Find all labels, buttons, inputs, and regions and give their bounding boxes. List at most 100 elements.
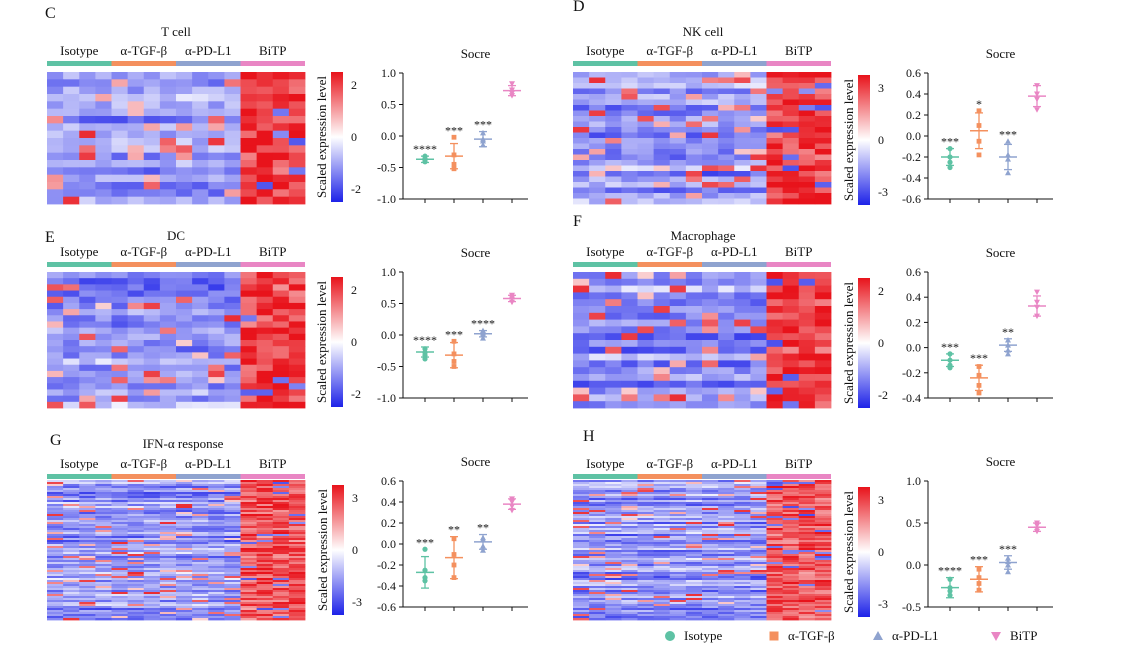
heatmap-cell [766, 514, 784, 517]
heatmap-cell [669, 610, 687, 613]
heatmap-cell [95, 496, 112, 499]
heatmap-cell [47, 138, 64, 146]
heatmap-cell [669, 528, 687, 531]
heatmap-cell [95, 492, 112, 495]
heatmap-cell [79, 574, 96, 577]
heatmap-cell [589, 326, 606, 334]
heatmap-cell [589, 72, 606, 78]
heatmap-cell [272, 309, 290, 316]
heatmap-cell [159, 608, 177, 611]
heatmap-cell [240, 290, 258, 298]
heatmap-cell [288, 364, 306, 372]
heatmap-cell [750, 592, 767, 595]
heatmap-cell [782, 524, 800, 527]
heatmap-cell [240, 383, 258, 390]
group-label: α-PD-L1 [711, 43, 758, 58]
heatmap-cell [653, 285, 671, 293]
heatmap-cell [111, 315, 129, 322]
heatmap-cell [621, 176, 638, 183]
heatmap-cell [95, 370, 112, 378]
heatmap-cell [573, 508, 590, 511]
heatmap-cell [653, 552, 671, 555]
heatmap-cell [766, 319, 784, 327]
heatmap-cell [669, 482, 687, 485]
legend-label: α-PD-L1 [892, 628, 939, 643]
heatmap-cell [208, 496, 225, 499]
heatmap-cell [637, 149, 655, 155]
heatmap-cell [272, 138, 290, 146]
heatmap-cell [240, 524, 258, 527]
heatmap-cell [734, 528, 751, 531]
heatmap-cell [224, 309, 241, 316]
heatmap-cell [159, 616, 177, 619]
score-point [947, 588, 953, 594]
heatmap-cell [798, 564, 816, 567]
heatmap-cell [766, 312, 784, 320]
heatmap-cell [782, 604, 800, 607]
heatmap-cell [734, 272, 751, 280]
group-label: α-TGF-β [120, 244, 167, 259]
heatmap-cell [750, 588, 767, 591]
heatmap-cell [621, 333, 638, 341]
heatmap-cell [159, 602, 177, 605]
heatmap-cell [798, 534, 816, 537]
heatmap-cell [605, 83, 622, 89]
heatmap-cell [653, 494, 671, 497]
heatmap-cell [814, 616, 832, 619]
heatmap-cell [589, 606, 606, 609]
score-point [947, 154, 953, 160]
heatmap-cell [621, 542, 638, 545]
heatmap-cell [782, 312, 800, 320]
heatmap-cell [750, 572, 767, 575]
heatmap-cell [79, 395, 96, 403]
heatmap-cell [798, 171, 816, 177]
heatmap-cell [750, 610, 767, 613]
heatmap-cell [589, 592, 606, 595]
heatmap-cell [621, 592, 638, 595]
heatmap-cell [288, 346, 306, 353]
heatmap-cell [653, 401, 671, 409]
heatmap-cell [176, 86, 193, 95]
heatmap-cell [272, 160, 290, 168]
heatmap-cell [272, 540, 290, 543]
heatmap-cell [621, 576, 638, 579]
heatmap-cell [159, 594, 177, 597]
heatmap-cell [766, 524, 784, 527]
heatmap-cell [702, 552, 719, 555]
heatmap-cell [605, 530, 622, 533]
heatmap-cell [208, 401, 225, 409]
heatmap-cell [95, 514, 112, 517]
heatmap-cell [208, 564, 225, 567]
heatmap-cell [750, 367, 767, 375]
heatmap-cell [702, 614, 719, 617]
heatmap-cell [718, 558, 735, 561]
colorbar [858, 278, 870, 408]
heatmap-cell [272, 315, 290, 322]
heatmap-cell [653, 602, 671, 605]
heatmap-cell [192, 484, 209, 487]
heatmap-cell [637, 582, 655, 585]
heatmap-cell [798, 556, 816, 559]
heatmap-cell [127, 492, 145, 495]
heatmap-cell [127, 401, 145, 409]
heatmap-cell [240, 101, 258, 110]
heatmap-cell [702, 570, 719, 573]
heatmap-cell [798, 72, 816, 78]
heatmap-cell [814, 83, 832, 89]
heatmap-cell [669, 105, 687, 111]
heatmap-cell [127, 598, 145, 601]
heatmap-cell [63, 614, 80, 617]
heatmap-cell [734, 496, 751, 499]
heatmap-cell [766, 83, 784, 89]
heatmap-cell [256, 488, 274, 491]
heatmap-cell [192, 512, 209, 515]
heatmap-cell [734, 160, 751, 166]
heatmap-cell [192, 302, 209, 310]
heatmap-cell [605, 353, 622, 361]
heatmap-cell [782, 94, 800, 100]
heatmap-cell [240, 600, 258, 603]
heatmap-cell [669, 176, 687, 183]
heatmap-cell [798, 121, 816, 128]
